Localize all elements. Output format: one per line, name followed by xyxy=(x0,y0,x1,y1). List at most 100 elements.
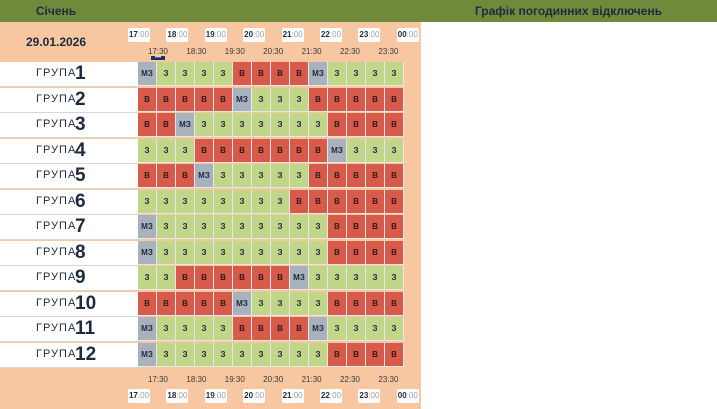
status-cell: В xyxy=(138,291,157,316)
status-cell: З xyxy=(385,317,404,341)
group-number: 3 xyxy=(75,114,86,135)
header-hour-minutes: :00 xyxy=(291,30,303,39)
status-cell: З xyxy=(233,342,252,367)
status-cell: В xyxy=(347,87,366,112)
status-cell: В xyxy=(366,113,385,137)
group-label: ГРУПА 4 xyxy=(0,138,138,164)
status-cell: З xyxy=(214,215,233,239)
group-row-8: ГРУПА 8 МЗ З З З З З З З З З В В В В xyxy=(0,240,421,266)
status-cell: З xyxy=(309,240,328,265)
status-cell: В xyxy=(271,62,290,86)
group-number: 8 xyxy=(75,241,86,263)
group-number: 7 xyxy=(75,216,86,237)
footer-half-hour-label: 20:30 xyxy=(263,375,284,384)
status-cell: В xyxy=(328,113,347,137)
status-cell: З xyxy=(233,189,252,214)
status-cell: З xyxy=(138,189,157,214)
month-label: Січень xyxy=(35,4,77,18)
status-cell: З xyxy=(195,240,214,265)
status-cell: В xyxy=(138,87,157,112)
footer-hour-value: 19 xyxy=(205,391,215,400)
status-cell: З xyxy=(176,62,195,86)
half-hour-header: 17:30 18:30 19:30 20:30 21:30 22:30 23:30 xyxy=(138,45,408,59)
footer-hour-00: 00:00 xyxy=(396,389,419,403)
group-word: ГРУПА xyxy=(36,67,77,79)
status-cell: З xyxy=(252,291,271,316)
group-word: ГРУПА xyxy=(36,296,77,309)
group-word: ГРУПА xyxy=(36,92,77,105)
status-cell: З xyxy=(290,291,309,316)
status-cell: З xyxy=(252,164,271,188)
status-cell: В xyxy=(328,189,347,214)
status-cell: В xyxy=(385,291,404,316)
header-hour-minutes: :00 xyxy=(329,30,342,39)
status-cell: В xyxy=(214,138,233,163)
header-hour-20: 20:00 xyxy=(243,28,266,42)
status-cell: В xyxy=(385,164,404,188)
status-cell: В xyxy=(366,291,385,316)
status-cell: З xyxy=(252,240,271,265)
status-cell: З xyxy=(157,240,176,265)
group-number: 12 xyxy=(75,343,97,365)
status-cell: З xyxy=(157,342,176,367)
group-row-9: ГРУПА 9 З З В В В В В В МЗ З З З З З xyxy=(0,266,421,291)
status-cell: В xyxy=(271,138,290,163)
status-cell: В xyxy=(195,266,214,290)
header-hour-value: 17 xyxy=(128,30,138,39)
status-cell: В xyxy=(309,87,328,112)
status-cell: З xyxy=(290,113,309,137)
status-cell: В xyxy=(290,189,309,214)
header-hour-minutes: :00 xyxy=(406,30,418,39)
group-label: ГРУПА 8 xyxy=(0,240,138,266)
status-cell: В xyxy=(328,342,347,367)
status-cell: З xyxy=(290,215,309,239)
status-cell: З xyxy=(271,189,290,214)
footer-hour-value: 18 xyxy=(167,391,177,400)
status-cell: В xyxy=(176,266,195,290)
group-row-2: ГРУПА 2 В В В В В МЗ З З З В В В В В xyxy=(0,87,421,113)
status-cell: В xyxy=(252,138,271,163)
status-cell: В xyxy=(157,87,176,112)
footer-hour-minutes: :00 xyxy=(137,391,150,400)
group-label: ГРУПА 6 xyxy=(0,189,138,215)
status-cell: З xyxy=(252,342,271,367)
footer-hour-minutes: :00 xyxy=(291,391,303,400)
group-word: ГРУПА xyxy=(36,143,77,156)
status-cell: З xyxy=(385,62,404,86)
footer-hour-minutes: :00 xyxy=(176,391,188,400)
status-cell: З xyxy=(252,189,271,214)
status-cell: З xyxy=(214,342,233,367)
status-cell: З xyxy=(271,291,290,316)
footer-hour-value: 20 xyxy=(244,391,254,400)
status-cell: З xyxy=(347,138,366,163)
status-cell: З xyxy=(290,87,309,112)
status-cell: В xyxy=(385,342,404,367)
status-cell: З xyxy=(252,215,271,239)
header-hour-value: 22 xyxy=(320,30,330,39)
group-word: ГРУПА xyxy=(36,245,77,258)
status-cell: З xyxy=(214,62,233,86)
footer-hour-value: 23 xyxy=(359,391,369,400)
header-hour-minutes: :00 xyxy=(253,30,265,39)
status-cell: З xyxy=(176,138,195,163)
status-cell: З xyxy=(366,317,385,341)
status-cell: З xyxy=(138,266,157,290)
status-cell: МЗ xyxy=(176,113,195,137)
status-cell: З xyxy=(347,317,366,341)
status-cell: В xyxy=(385,113,404,137)
footer-hour-minutes: :00 xyxy=(214,391,226,400)
status-cell: З xyxy=(157,189,176,214)
status-cell: З xyxy=(271,87,290,112)
status-cell: З xyxy=(195,113,214,137)
header-half-hour-label: 19:30 xyxy=(224,47,245,56)
group-label: ГРУПА 12 xyxy=(0,342,138,368)
status-cell: В xyxy=(385,189,404,214)
footer-half-hour-label: 21:30 xyxy=(301,375,322,384)
status-cell: В xyxy=(385,215,404,239)
group-number: 11 xyxy=(75,318,96,339)
group-label: ГРУПА 2 xyxy=(0,87,138,113)
status-cell: З xyxy=(138,138,157,163)
footer-half-hour-label: 23:30 xyxy=(378,375,399,384)
header-hour-18: 18:00 xyxy=(166,28,189,42)
status-cell: З xyxy=(157,138,176,163)
